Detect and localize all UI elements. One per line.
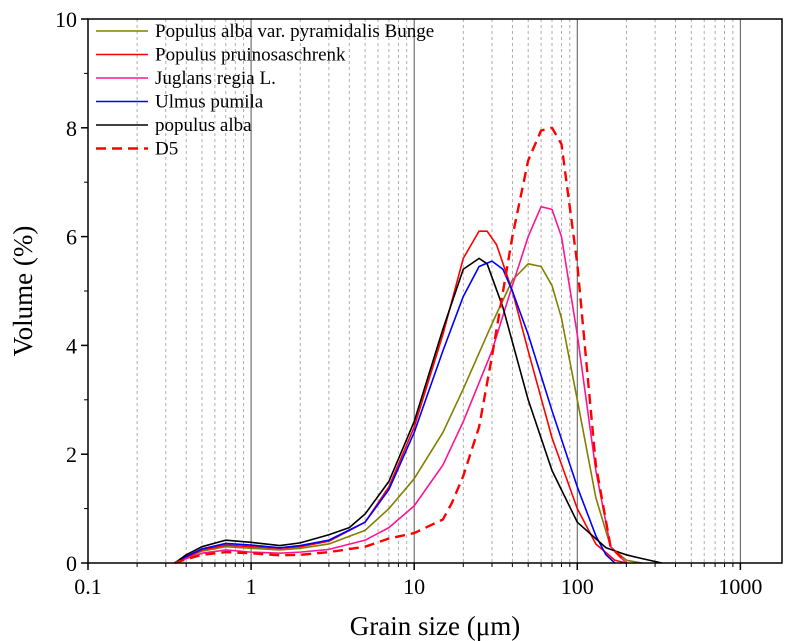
x-tick-label: 100 [561,574,594,599]
y-tick-label: 4 [66,333,77,358]
y-tick-label: 2 [66,442,77,467]
series-line [174,205,627,564]
series-line [174,263,643,564]
y-axis-ticks: 0 2 4 6 8 10 [55,7,88,576]
series-line [174,126,628,565]
legend-label: Populus alba var. pyramidalis Bunge [155,21,434,42]
series-line [174,260,616,564]
series-line [174,230,627,564]
legend-label: Ulmus pumila [155,92,264,113]
y-tick-label: 0 [66,551,77,576]
grid-lines [136,19,741,563]
x-axis-title: Grain size (μm) [350,611,520,641]
legend-label: D5 [155,139,178,160]
x-axis-ticks: 0.1 1 10 100 1000 [74,563,762,599]
y-tick-label: 6 [66,225,77,250]
legend-label: Juglans regia L. [155,68,276,89]
series-line [174,257,663,564]
x-tick-label: 10 [403,574,425,599]
x-tick-label: 1 [246,574,257,599]
y-tick-label: 10 [55,7,77,32]
y-tick-label: 8 [66,116,77,141]
y-axis-title: Volume (%) [8,226,38,357]
legend-label: Populus pruinosaschrenk [155,45,346,66]
series-lines [174,126,663,565]
x-tick-label: 0.1 [74,574,102,599]
x-tick-label: 1000 [718,574,762,599]
legend-label: populus alba [155,115,252,136]
legend: Populus alba var. pyramidalis Bunge Popul… [96,21,434,160]
